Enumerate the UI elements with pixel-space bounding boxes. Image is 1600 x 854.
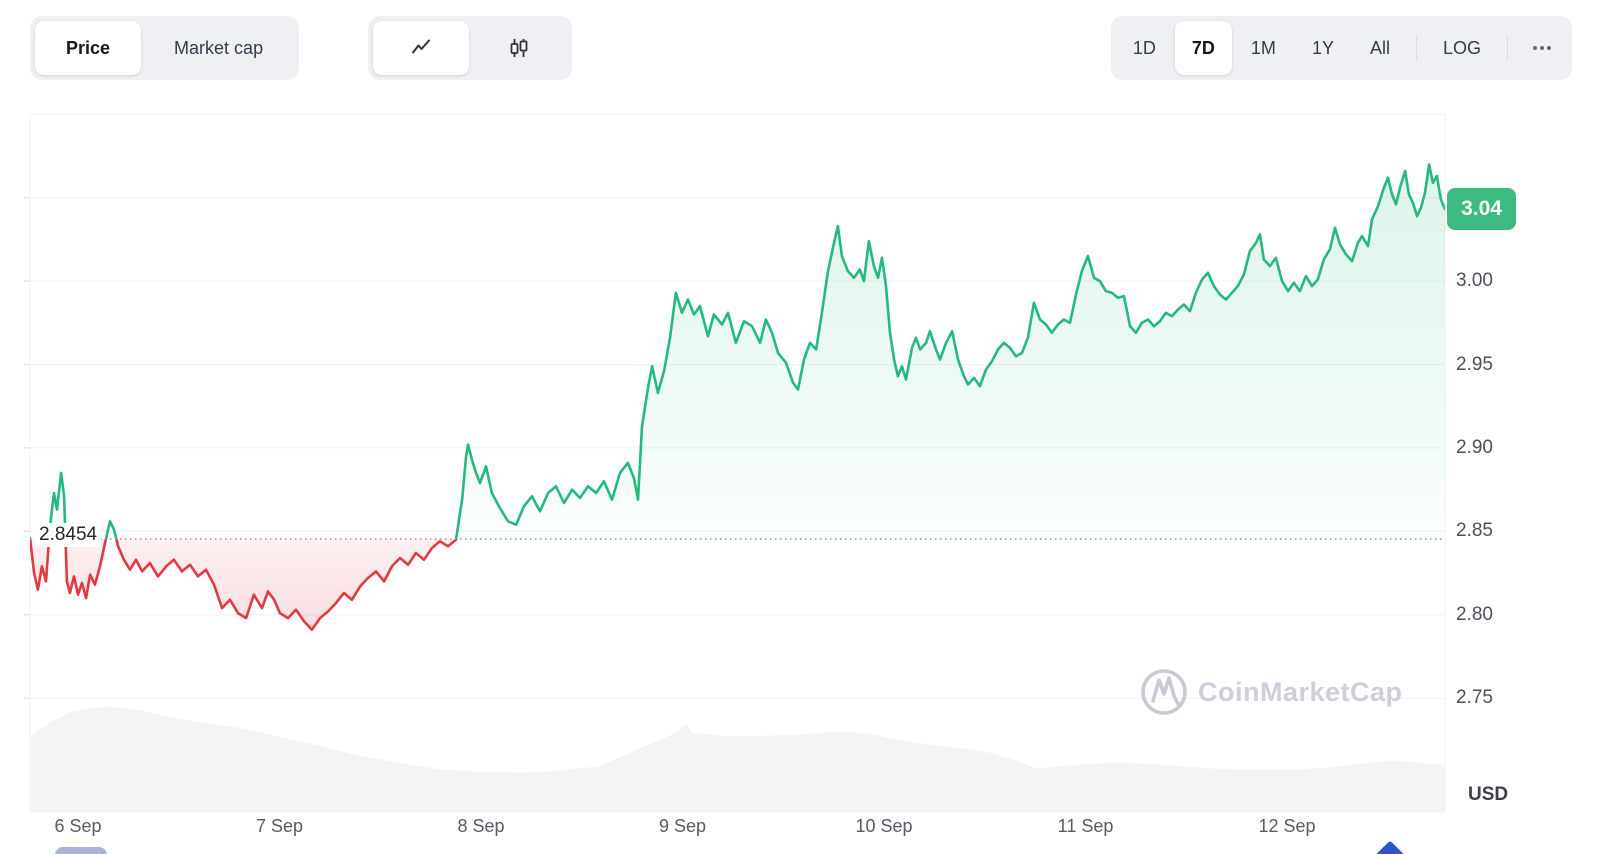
baseline-price-label: 2.8454 bbox=[35, 523, 102, 547]
x-axis-tick-label: 9 Sep bbox=[658, 816, 707, 836]
metric-tab-market-cap[interactable]: Market cap bbox=[174, 37, 264, 58]
metric-toggle: Price Market cap bbox=[30, 16, 300, 80]
y-axis-tick-label: 2.85 bbox=[1456, 520, 1493, 542]
chart-type-tab-candlestick-chart[interactable] bbox=[471, 21, 567, 75]
candlestick-chart-icon bbox=[510, 39, 528, 57]
range-tab-1d[interactable]: 1D bbox=[1132, 37, 1156, 58]
current-price-badge: 3.04 bbox=[1447, 188, 1516, 230]
x-axis-tick-label: 10 Sep bbox=[855, 816, 913, 836]
range-tab-7d[interactable]: 7D bbox=[1174, 21, 1232, 75]
range-tab-1y[interactable]: 1Y bbox=[1311, 37, 1334, 58]
x-axis-tick-label: 7 Sep bbox=[255, 816, 304, 836]
chart-type-tab-line-chart[interactable] bbox=[373, 21, 469, 75]
time-range-toggle: 1D 7D 1M 1Y All LOG bbox=[1110, 16, 1572, 80]
range-scrubber-handle[interactable] bbox=[55, 847, 107, 854]
coinmarketcap-logo-icon bbox=[1141, 669, 1187, 715]
x-axis-tick-label: 8 Sep bbox=[457, 816, 505, 836]
divider bbox=[1507, 35, 1508, 61]
currency-unit-label: USD bbox=[1468, 784, 1509, 805]
x-axis-tick-label: 11 Sep bbox=[1057, 816, 1114, 836]
line-chart-icon bbox=[412, 39, 430, 54]
y-axis-tick-label: 2.80 bbox=[1456, 603, 1493, 625]
log-scale-button[interactable]: LOG bbox=[1442, 37, 1481, 58]
y-axis-tick-label: 2.95 bbox=[1456, 353, 1493, 375]
range-tab-all[interactable]: All bbox=[1369, 37, 1390, 58]
coinmarketcap-watermark: CoinMarketCap bbox=[1138, 666, 1403, 718]
range-tab-1m[interactable]: 1M bbox=[1250, 37, 1276, 58]
y-axis-tick-label: 3.00 bbox=[1456, 270, 1493, 292]
chart-type-toggle bbox=[368, 16, 572, 80]
more-horizontal-icon[interactable] bbox=[1517, 21, 1567, 75]
x-axis-tick-label: 12 Sep bbox=[1258, 816, 1316, 836]
metric-tab-price[interactable]: Price bbox=[35, 21, 142, 75]
watermark-text: CoinMarketCap bbox=[1198, 676, 1403, 707]
divider bbox=[1415, 35, 1417, 61]
x-axis-tick-label: 6 Sep bbox=[54, 816, 102, 836]
y-axis-tick-label: 2.75 bbox=[1456, 687, 1493, 709]
y-axis-tick-label: 2.90 bbox=[1456, 436, 1493, 458]
